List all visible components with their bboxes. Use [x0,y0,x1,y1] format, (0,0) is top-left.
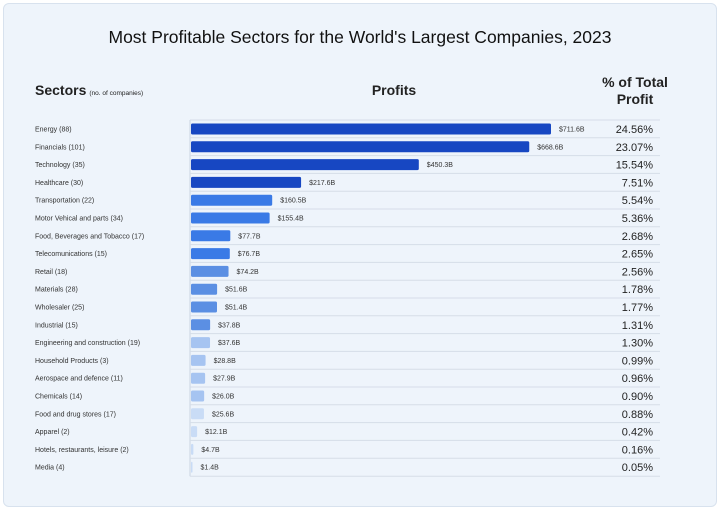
value-label: $27.9B [213,376,236,383]
bar [191,461,193,473]
percent-label: 0.90% [622,391,653,403]
category-label: Engineering and construction (19) [35,340,140,347]
bar [191,230,231,242]
value-label: $155.4B [278,216,304,223]
category-label: Apparel (2) [35,429,70,436]
bar [191,123,551,135]
value-label: $217.6B [309,180,335,187]
value-label: $12.1B [205,429,228,436]
percent-label: 1.31% [622,320,653,332]
category-label: Household Products (3) [35,358,109,365]
bar [191,426,198,438]
category-label: Motor Vehical and parts (34) [35,216,123,223]
bar [191,301,218,313]
value-label: $37.6B [218,340,241,347]
percent-label: 0.16% [622,444,653,456]
percent-label: 23.07% [616,142,654,154]
value-label: $160.5B [280,198,306,205]
percent-label: 0.05% [622,462,653,474]
category-label: Aerospace and defence (11) [35,376,123,383]
bar [191,176,302,188]
value-label: $77.7B [238,233,261,240]
value-label: $37.8B [218,322,241,329]
percent-label: 1.77% [622,302,653,314]
bar [191,354,206,366]
value-label: $25.6B [212,411,235,418]
percent-label: 0.99% [622,355,653,367]
bar [191,390,205,402]
bar [191,319,211,331]
value-label: $76.7B [238,251,261,258]
bar [191,265,229,277]
percent-label: 7.51% [622,177,653,189]
value-label: $4.7B [201,447,220,454]
category-label: Energy (88) [35,127,72,134]
bar [191,248,230,260]
category-label: Transportation (22) [35,198,94,205]
value-label: $668.6B [537,144,563,151]
bar [191,408,204,420]
category-label: Media (4) [35,465,65,472]
category-label: Chemicals (14) [35,394,82,401]
percent-label: 1.30% [622,338,653,350]
sectors-header-label: Sectors [35,82,87,98]
bar [191,194,273,206]
percent-label: 0.42% [622,427,653,439]
percent-label: 2.56% [622,266,653,278]
percent-label: 5.54% [622,195,653,207]
percent-label: 1.78% [622,284,653,296]
category-label: Food, Beverages and Tobacco (17) [35,233,144,240]
percent-label: 24.56% [616,124,654,136]
value-label: $450.3B [427,162,453,169]
category-label: Technology (35) [35,162,85,169]
percent-label: 0.96% [622,373,653,385]
profits-header: Profits [371,82,417,98]
bar [191,159,419,171]
percent-label: 5.36% [622,213,653,225]
category-label: Industrial (15) [35,322,78,329]
category-label: Hotels, restaurants, leisure (2) [35,447,129,454]
category-label: Retail (18) [35,269,67,276]
chart-title: Most Profitable Sectors for the World's … [108,27,612,47]
bar [191,372,206,384]
percent-label: 0.88% [622,409,653,421]
bar [191,212,270,224]
bar [191,443,194,455]
bar [191,283,218,295]
bar [191,141,530,153]
category-label: Food and drug stores (17) [35,411,116,418]
value-label: $26.0B [212,394,235,401]
category-label: Materials (28) [35,287,78,294]
category-label: Financials (101) [35,144,85,151]
category-label: Wholesaler (25) [35,305,84,312]
percent-label: 2.65% [622,249,653,261]
category-label: Healthcare (30) [35,180,83,187]
value-label: $51.6B [225,287,248,294]
value-label: $74.2B [237,269,260,276]
sectors-header: Sectors (no. of companies) [35,82,143,98]
value-label: $28.8B [214,358,237,365]
value-label: $51.4B [225,305,248,312]
value-label: $711.6B [559,127,585,134]
category-label: Telecomunications (15) [35,251,107,258]
bar [191,337,211,349]
sectors-header-note: (no. of companies) [89,90,144,97]
percent-header: % of Total Profit [602,74,668,107]
percent-label: 2.68% [622,231,653,243]
percent-label: 15.54% [616,160,654,172]
value-label: $1.4B [201,465,220,472]
